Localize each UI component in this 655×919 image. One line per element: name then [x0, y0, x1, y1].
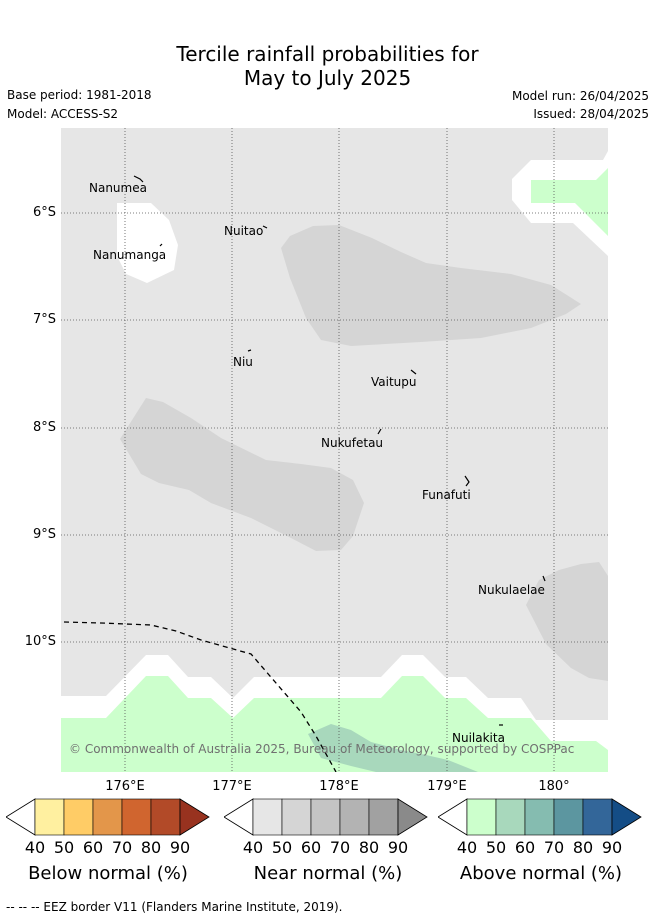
no-signal-band-nanumanga [117, 203, 178, 283]
no-signal-band-northeast [512, 151, 608, 256]
colorbar-below-tick-40: 40 [24, 838, 46, 857]
place-label-vaitupu: Vaitupu [371, 375, 417, 389]
colorbar-near-tick-70: 70 [329, 838, 351, 857]
lat-label-9s: 9°S [32, 527, 56, 542]
graticule [61, 128, 608, 772]
place-label-nukufetau: Nukufetau [321, 436, 384, 450]
issued-date: Issued: 28/04/2025 [533, 107, 649, 121]
colorbar-below-normal [6, 798, 210, 836]
colorbar-above-tick-50: 50 [485, 838, 507, 857]
lon-label-179e: 179°E [427, 779, 467, 794]
colorbar-below-normal-title: Below normal (%) [28, 863, 188, 884]
colorbar-near-tick-90: 90 [387, 838, 409, 857]
colorbar-near-tick-80: 80 [358, 838, 380, 857]
lon-label-180: 180° [538, 779, 570, 794]
copyright-notice: © Commonwealth of Australia 2025, Bureau… [69, 742, 575, 756]
near-normal-region-central [120, 398, 364, 551]
colorbar-below-tick-80: 80 [140, 838, 162, 857]
colorbar-near-normal-title: Near normal (%) [253, 863, 403, 884]
above-normal-50-region [308, 724, 478, 772]
place-label-nukulaelae: Nukulaelae [478, 583, 545, 597]
place-label-nuilakita: Nuilakita [452, 731, 505, 745]
colorbar-above-normal-title: Above normal (%) [459, 863, 623, 884]
colorbar-above-normal [438, 798, 642, 836]
colorbar-above-tick-70: 70 [543, 838, 565, 857]
colorbar-above-tick-60: 60 [514, 838, 536, 857]
near-normal-region-east [526, 562, 608, 681]
place-label-nanumanga: Nanumanga [93, 248, 167, 262]
place-label-nanumea: Nanumea [89, 181, 147, 195]
lon-label-176e: 176°E [105, 779, 145, 794]
lat-label-8s: 8°S [32, 420, 56, 435]
map-title-line-2: May to July 2025 [243, 66, 412, 90]
colorbar-below-tick-90: 90 [169, 838, 191, 857]
colorbar-near-tick-50: 50 [271, 838, 293, 857]
model-name: Model: ACCESS-S2 [7, 107, 119, 121]
eez-border-line [63, 621, 337, 772]
above-normal-region-northeast [531, 168, 608, 236]
lat-label-10s: 10°S [24, 634, 56, 649]
lat-label-7s: 7°S [32, 312, 56, 327]
colorbar-below-tick-60: 60 [82, 838, 104, 857]
island-marks [133, 175, 546, 726]
colorbar-above-tick-40: 40 [456, 838, 478, 857]
colorbar-below-tick-50: 50 [53, 838, 75, 857]
base-period: Base period: 1981-2018 [7, 88, 152, 102]
colorbar-near-tick-40: 40 [242, 838, 264, 857]
place-label-niu: Niu [233, 355, 253, 369]
lat-label-6s: 6°S [32, 205, 56, 220]
lon-label-178e: 178°E [319, 779, 359, 794]
rainfall-probability-map [61, 128, 608, 772]
map-title-line-1: Tercile rainfall probabilities for [176, 42, 479, 66]
colorbar-near-tick-60: 60 [300, 838, 322, 857]
eez-border-legend: -- -- -- EEZ border V11 (Flanders Marine… [6, 900, 343, 914]
colorbar-above-tick-80: 80 [572, 838, 594, 857]
place-label-nuitao: Nuitao [224, 224, 264, 238]
colorbar-above-tick-90: 90 [601, 838, 623, 857]
colorbar-near-normal [224, 798, 428, 836]
colorbar-below-tick-70: 70 [111, 838, 133, 857]
above-normal-region-south [61, 676, 608, 772]
model-run-date: Model run: 26/04/2025 [511, 89, 649, 103]
near-normal-region-north [281, 225, 581, 346]
place-label-funafuti: Funafuti [422, 488, 471, 502]
lon-label-177e: 177°E [212, 779, 252, 794]
